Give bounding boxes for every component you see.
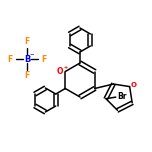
Text: F: F	[24, 38, 30, 47]
Text: O: O	[131, 82, 137, 88]
Text: F: F	[24, 71, 30, 81]
Text: F: F	[7, 55, 13, 64]
Text: O: O	[57, 67, 64, 76]
Text: +: +	[63, 65, 67, 70]
Text: Br: Br	[117, 92, 126, 101]
Text: B: B	[24, 55, 30, 64]
Text: F: F	[41, 55, 47, 64]
Text: −: −	[30, 52, 34, 57]
